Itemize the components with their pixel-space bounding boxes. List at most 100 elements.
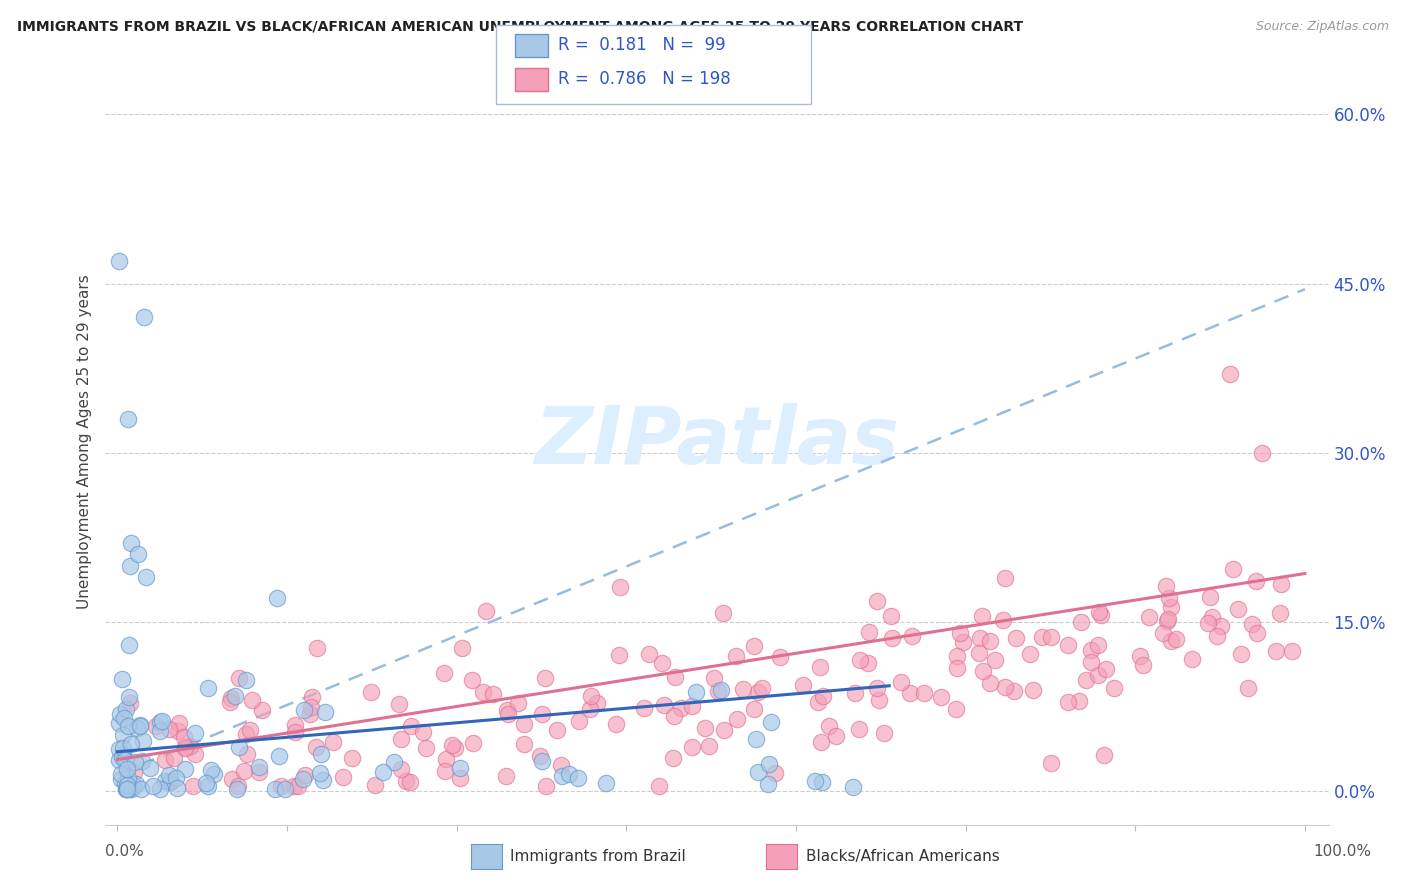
Point xyxy=(342,750,364,764)
Point xyxy=(550,769,572,783)
Point xyxy=(1251,446,1274,460)
Point xyxy=(890,675,912,690)
Point xyxy=(115,762,138,776)
Point xyxy=(269,749,291,764)
Point xyxy=(294,768,316,782)
Point xyxy=(219,691,242,706)
Point xyxy=(111,728,134,742)
Point xyxy=(266,591,288,605)
Point xyxy=(979,633,1001,648)
Point xyxy=(174,762,197,776)
Point xyxy=(1264,644,1286,658)
Point xyxy=(1268,606,1291,620)
Point xyxy=(115,782,138,797)
Point xyxy=(1270,577,1292,591)
Point xyxy=(181,779,204,793)
Point xyxy=(970,609,993,624)
Point xyxy=(1129,648,1152,663)
Point xyxy=(496,706,519,721)
Point xyxy=(173,731,195,745)
Point xyxy=(291,772,314,786)
Point xyxy=(742,702,765,716)
Point xyxy=(117,639,139,653)
Point xyxy=(662,709,685,723)
Point xyxy=(1164,632,1187,646)
Point xyxy=(929,690,952,704)
Point xyxy=(114,782,136,797)
Point xyxy=(605,716,627,731)
Point xyxy=(124,755,146,769)
Point xyxy=(979,676,1001,690)
Point xyxy=(235,673,257,687)
Text: Blacks/African Americans: Blacks/African Americans xyxy=(806,849,1000,863)
Point xyxy=(226,782,249,797)
Point xyxy=(808,660,831,674)
Point xyxy=(131,754,153,768)
Point xyxy=(107,716,129,731)
Point xyxy=(1159,591,1181,605)
Point xyxy=(270,779,292,793)
Text: Source: ZipAtlas.com: Source: ZipAtlas.com xyxy=(1256,20,1389,33)
Point xyxy=(685,685,707,699)
Point xyxy=(263,782,285,797)
Point xyxy=(142,779,165,793)
Point xyxy=(568,714,591,729)
Point xyxy=(1222,562,1244,576)
Text: IMMIGRANTS FROM BRAZIL VS BLACK/AFRICAN AMERICAN UNEMPLOYMENT AMONG AGES 25 TO 2: IMMIGRANTS FROM BRAZIL VS BLACK/AFRICAN … xyxy=(17,20,1024,34)
Point xyxy=(115,778,138,792)
Point xyxy=(112,741,135,756)
Point xyxy=(681,739,703,754)
Point xyxy=(120,782,142,797)
Point xyxy=(873,725,896,739)
Point xyxy=(125,721,148,735)
Point xyxy=(200,763,222,777)
Point xyxy=(139,761,162,775)
Point xyxy=(184,726,207,740)
Point xyxy=(1031,630,1053,644)
Point xyxy=(292,703,315,717)
Point xyxy=(108,707,131,722)
Point xyxy=(250,703,273,717)
Point xyxy=(197,681,219,695)
Point xyxy=(609,580,631,594)
Point xyxy=(530,754,553,768)
Point xyxy=(1206,629,1229,643)
Point xyxy=(661,751,683,765)
Point xyxy=(633,700,655,714)
Point xyxy=(1057,638,1080,652)
Point xyxy=(149,724,172,739)
Point xyxy=(283,779,305,793)
Point xyxy=(901,629,924,643)
Point xyxy=(173,739,195,754)
Point xyxy=(115,782,138,797)
Point xyxy=(969,632,991,646)
Point xyxy=(1088,605,1111,619)
Point xyxy=(697,739,720,754)
Point xyxy=(472,685,495,699)
Point xyxy=(165,772,187,786)
Point xyxy=(118,696,141,710)
Point xyxy=(284,725,307,739)
Point xyxy=(399,774,422,789)
Point xyxy=(1198,590,1220,604)
Point xyxy=(1067,694,1090,708)
Point xyxy=(312,773,335,788)
Point xyxy=(1070,615,1092,630)
Point xyxy=(558,767,581,781)
Point xyxy=(747,685,769,699)
Point xyxy=(1080,655,1102,669)
Point xyxy=(122,765,145,780)
Point xyxy=(305,739,328,754)
Point xyxy=(299,699,322,714)
Point xyxy=(1181,651,1204,665)
Point xyxy=(363,778,385,792)
Point xyxy=(308,766,330,780)
Text: 0.0%: 0.0% xyxy=(105,845,145,859)
Point xyxy=(763,766,786,780)
Point xyxy=(391,731,413,746)
Point xyxy=(287,779,309,793)
Point xyxy=(112,710,135,724)
Point xyxy=(967,646,990,660)
Point xyxy=(586,697,609,711)
Point xyxy=(239,723,262,737)
